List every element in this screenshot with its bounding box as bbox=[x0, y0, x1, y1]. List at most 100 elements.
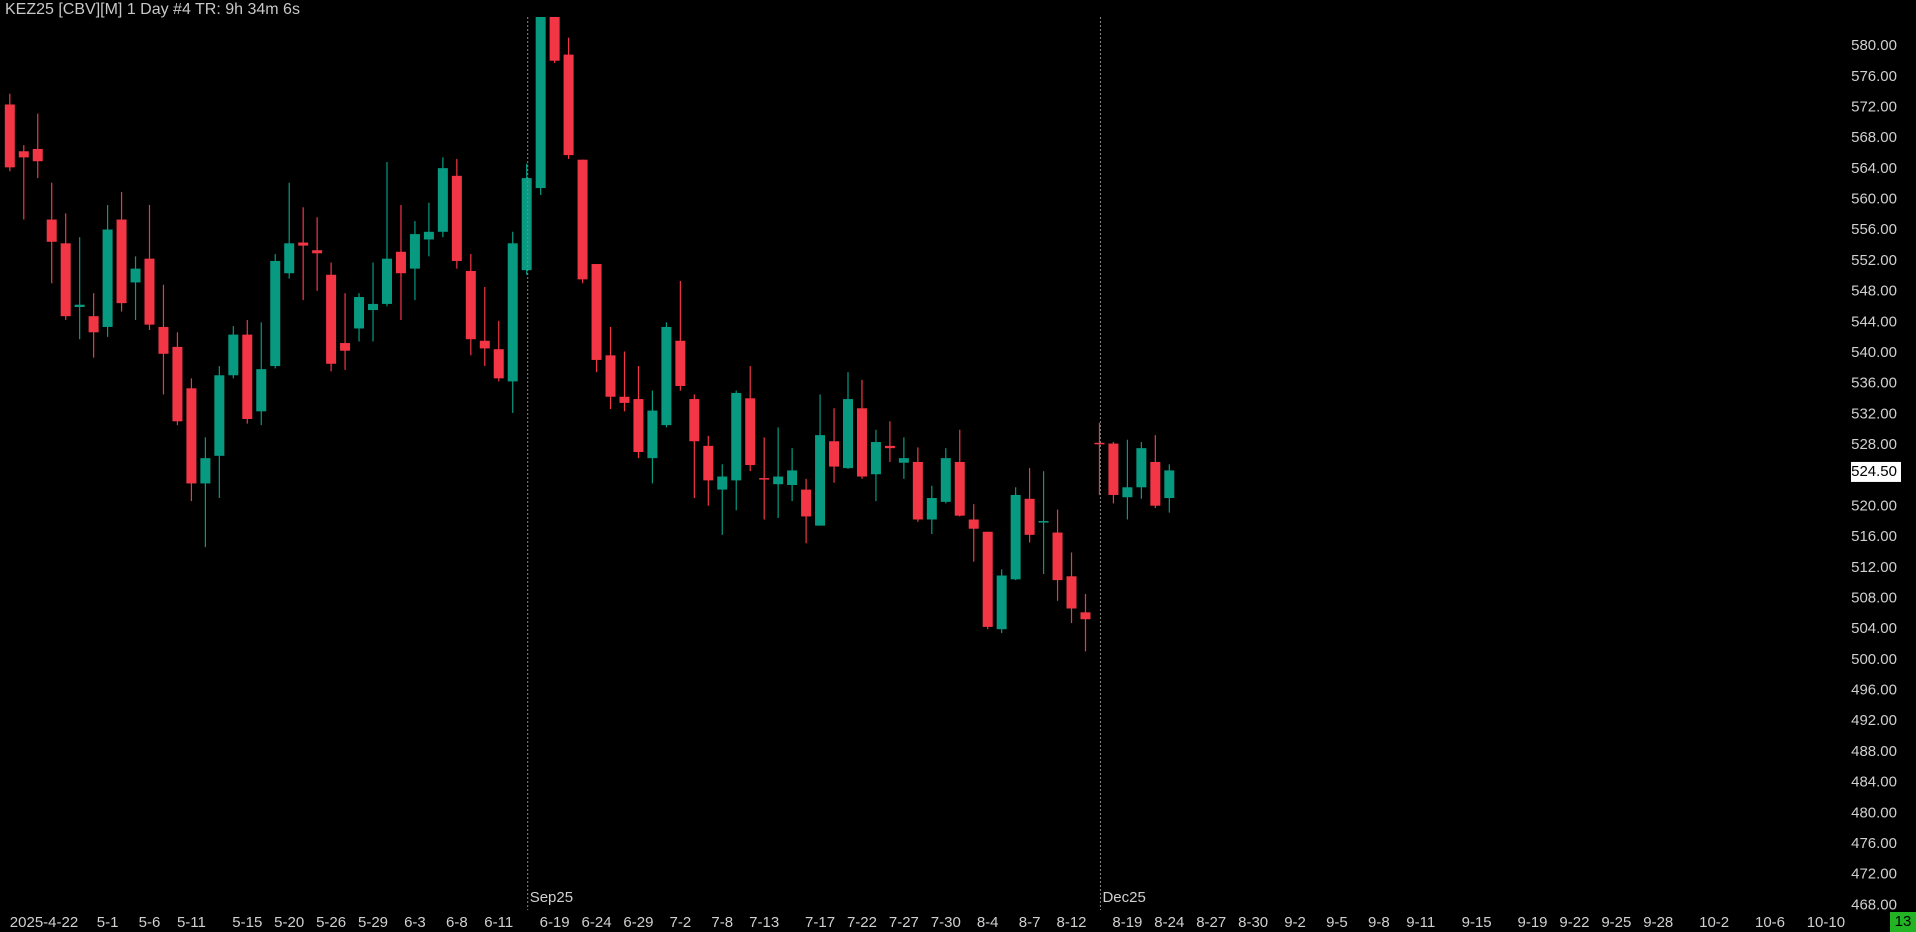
x-tick-label: 9-19 bbox=[1518, 914, 1548, 931]
candle-body bbox=[675, 340, 686, 387]
candle-body bbox=[172, 346, 183, 422]
y-tick-label: 468.00 bbox=[1851, 896, 1897, 913]
x-tick-label: 8-12 bbox=[1057, 914, 1087, 931]
y-tick-label: 508.00 bbox=[1851, 589, 1897, 606]
x-tick-label: 7-8 bbox=[711, 914, 733, 931]
candle-body bbox=[759, 478, 770, 480]
candle-body bbox=[703, 445, 714, 481]
countdown-box bbox=[1890, 912, 1916, 932]
candle-body bbox=[256, 369, 267, 412]
x-tick-label: 7-27 bbox=[889, 914, 919, 931]
candle-body bbox=[4, 104, 15, 168]
plot-area bbox=[4, 17, 1175, 652]
candle-body bbox=[242, 334, 253, 420]
candle-body bbox=[381, 258, 392, 304]
y-tick-label: 532.00 bbox=[1851, 405, 1897, 422]
candle-body bbox=[563, 54, 574, 156]
candle-body bbox=[200, 458, 211, 484]
candle-body bbox=[577, 159, 588, 280]
y-tick-label: 472.00 bbox=[1851, 866, 1897, 883]
x-tick-label: 7-30 bbox=[931, 914, 961, 931]
candle-body bbox=[1164, 470, 1175, 499]
candle-body bbox=[451, 175, 462, 261]
candle-body bbox=[1066, 576, 1077, 609]
candle-body bbox=[591, 264, 602, 360]
candle-body bbox=[773, 476, 784, 485]
candle-body bbox=[326, 274, 337, 364]
y-tick-label: 496.00 bbox=[1851, 682, 1897, 699]
candle-body bbox=[130, 268, 141, 283]
candle-body bbox=[409, 234, 420, 269]
x-tick-label: 8-7 bbox=[1019, 914, 1041, 931]
candle-body bbox=[1094, 442, 1105, 445]
countdown: 13 bbox=[1895, 913, 1912, 930]
candle-body bbox=[745, 398, 756, 466]
x-tick-label: 7-13 bbox=[749, 914, 779, 931]
y-tick-label: 536.00 bbox=[1851, 375, 1897, 392]
candle-body bbox=[228, 334, 239, 376]
candle-body bbox=[982, 531, 993, 627]
x-tick-label: 10-6 bbox=[1755, 914, 1785, 931]
y-tick-label: 564.00 bbox=[1851, 160, 1897, 177]
y-tick-label: 520.00 bbox=[1851, 497, 1897, 514]
candle-body bbox=[437, 168, 448, 232]
candle-body bbox=[912, 461, 923, 520]
x-tick-label: 9-11 bbox=[1406, 914, 1435, 931]
candle-body bbox=[74, 304, 85, 307]
y-tick-label: 548.00 bbox=[1851, 283, 1897, 300]
x-tick-label: 6-29 bbox=[623, 914, 653, 931]
y-tick-label: 480.00 bbox=[1851, 804, 1897, 821]
rollover-label: Dec25 bbox=[1102, 889, 1145, 906]
candle-body bbox=[116, 219, 127, 304]
x-tick-label: 8-19 bbox=[1112, 914, 1142, 931]
y-tick-label: 488.00 bbox=[1851, 743, 1897, 760]
y-tick-label: 484.00 bbox=[1851, 774, 1897, 791]
y-tick-label: 492.00 bbox=[1851, 712, 1897, 729]
x-tick-label: 9-5 bbox=[1326, 914, 1348, 931]
y-tick-label: 540.00 bbox=[1851, 344, 1897, 361]
x-tick-label: 2025-4-22 bbox=[10, 914, 78, 931]
candle-body bbox=[368, 303, 379, 311]
candle-body bbox=[968, 519, 979, 529]
y-tick-label: 556.00 bbox=[1851, 221, 1897, 238]
candle-body bbox=[940, 458, 951, 502]
x-tick-label: 9-22 bbox=[1559, 914, 1589, 931]
candle-body bbox=[465, 270, 476, 340]
candle-body bbox=[270, 260, 281, 367]
rollover-label: Sep25 bbox=[530, 889, 573, 906]
last-price-box bbox=[1851, 461, 1901, 482]
candle-body bbox=[1052, 532, 1063, 581]
x-tick-label: 7-17 bbox=[805, 914, 835, 931]
y-tick-label: 504.00 bbox=[1851, 620, 1897, 637]
candle-body bbox=[717, 476, 728, 490]
candle-body bbox=[1038, 521, 1049, 523]
candle-body bbox=[144, 258, 155, 325]
candle-body bbox=[46, 219, 57, 242]
candle-body bbox=[549, 17, 560, 61]
x-tick-label: 6-3 bbox=[404, 914, 426, 931]
x-tick-label: 9-15 bbox=[1462, 914, 1492, 931]
y-tick-label: 516.00 bbox=[1851, 528, 1897, 545]
candle-body bbox=[479, 340, 490, 349]
x-tick-label: 5-20 bbox=[274, 914, 304, 931]
y-tick-label: 572.00 bbox=[1851, 98, 1897, 115]
candle-body bbox=[996, 575, 1007, 630]
y-tick-label: 576.00 bbox=[1851, 68, 1897, 85]
candle-body bbox=[898, 458, 909, 463]
y-tick-label: 512.00 bbox=[1851, 559, 1897, 576]
candle-body bbox=[186, 388, 197, 484]
x-tick-label: 10-10 bbox=[1807, 914, 1845, 931]
candle-body bbox=[884, 445, 895, 449]
x-tick-label: 5-26 bbox=[316, 914, 346, 931]
x-tick-label: 6-8 bbox=[446, 914, 468, 931]
candle-body bbox=[815, 435, 826, 526]
candle-body bbox=[1080, 612, 1091, 620]
candle-body bbox=[843, 399, 853, 469]
candle-body bbox=[102, 229, 113, 327]
candle-body bbox=[18, 151, 29, 158]
y-tick-label: 544.00 bbox=[1851, 313, 1897, 330]
x-tick-label: 5-11 bbox=[177, 914, 206, 931]
x-tick-label: 9-25 bbox=[1601, 914, 1631, 931]
